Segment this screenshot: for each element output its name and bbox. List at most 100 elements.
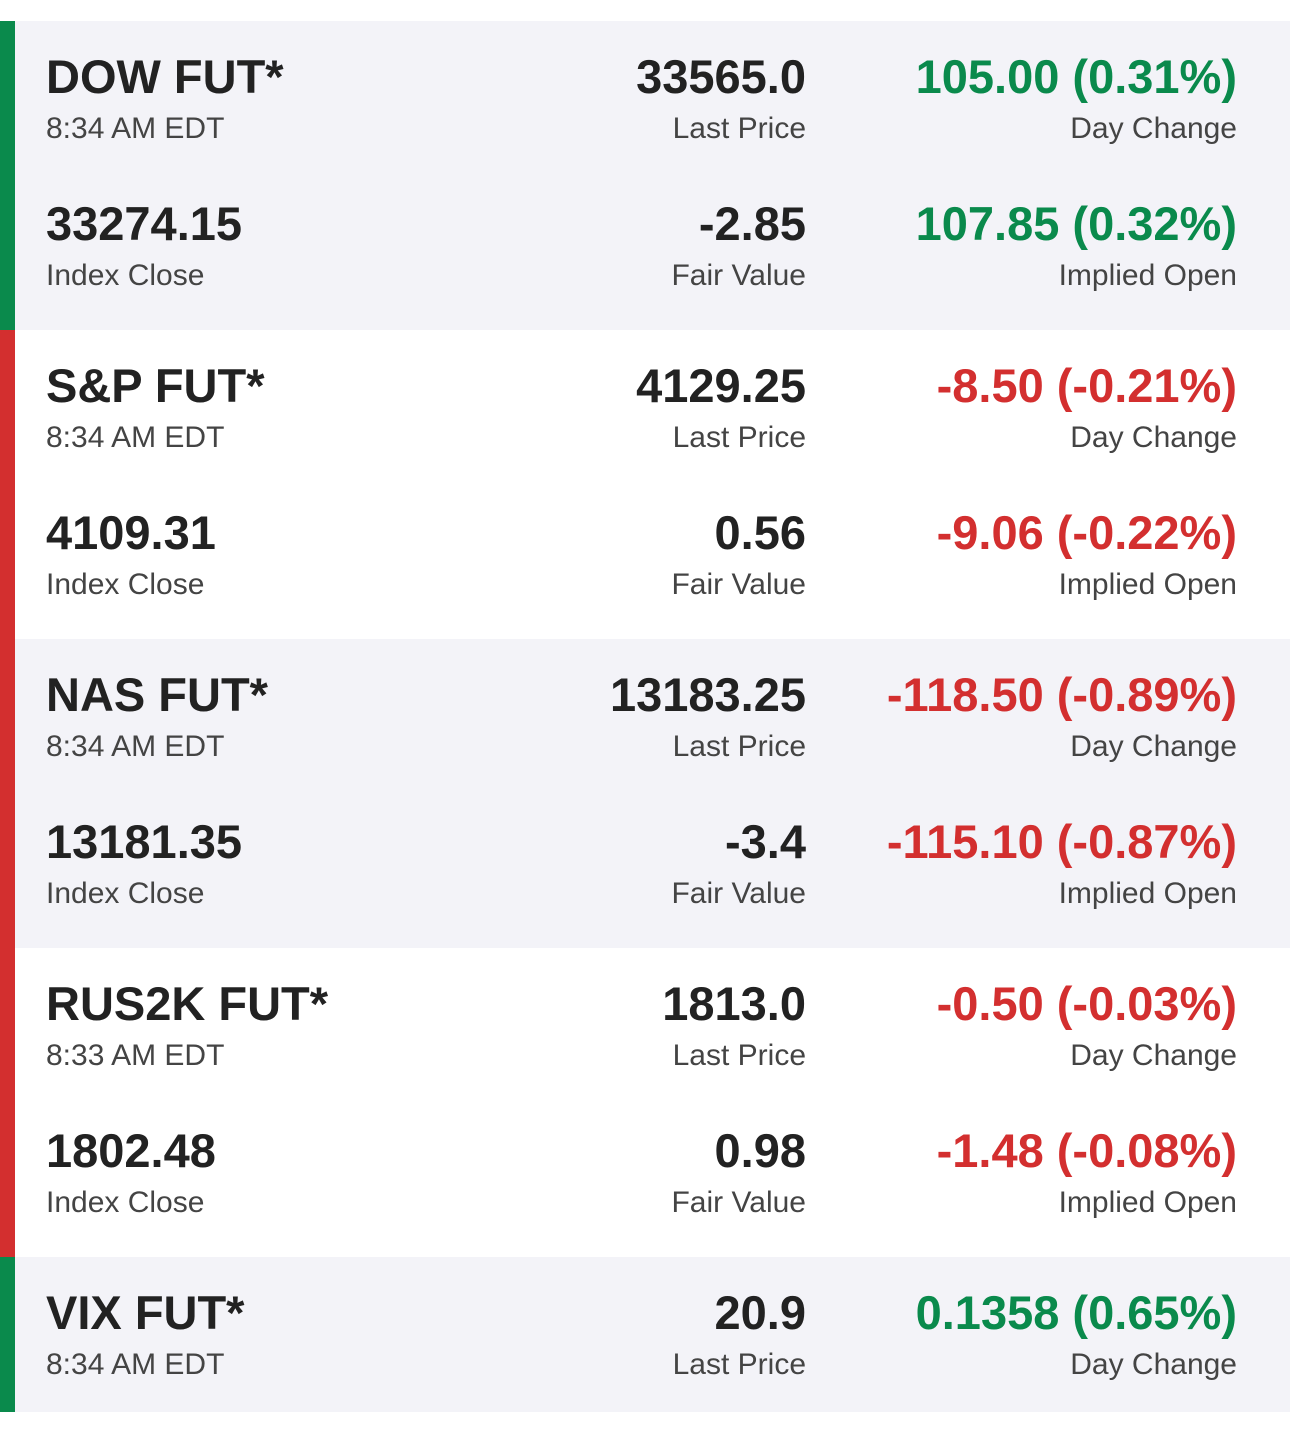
futures-card-dow[interactable]: DOW FUT* 8:34 AM EDT 33565.0 Last Price … bbox=[0, 21, 1290, 330]
quote-row: RUS2K FUT* 8:33 AM EDT 1813.0 Last Price… bbox=[0, 976, 1290, 1096]
fair-value-cell: 0.56 Fair Value bbox=[671, 505, 806, 603]
last-price-label: Last Price bbox=[672, 730, 806, 763]
fair-value-value: -2.85 bbox=[698, 197, 806, 250]
implied-open-label: Implied Open bbox=[1058, 259, 1237, 292]
index-close-label: Index Close bbox=[46, 568, 205, 601]
trend-accent-bar bbox=[0, 639, 15, 948]
index-close-label: Index Close bbox=[46, 259, 205, 292]
index-row: 1802.48 Index Close 0.98 Fair Value -1.4… bbox=[0, 1123, 1290, 1243]
fair-value-label: Fair Value bbox=[671, 568, 806, 601]
fair-value-label: Fair Value bbox=[671, 259, 806, 292]
last-price-label: Last Price bbox=[672, 421, 806, 454]
quote-row: DOW FUT* 8:34 AM EDT 33565.0 Last Price … bbox=[0, 49, 1290, 169]
quote-row: NAS FUT* 8:34 AM EDT 13183.25 Last Price… bbox=[0, 667, 1290, 787]
quote-timestamp: 8:34 AM EDT bbox=[46, 112, 225, 145]
fair-value-value: 0.98 bbox=[714, 1124, 806, 1177]
day-change-value: 0.1358 (0.65%) bbox=[915, 1286, 1237, 1339]
index-row: 4109.31 Index Close 0.56 Fair Value -9.0… bbox=[0, 505, 1290, 625]
implied-open-value: -115.10 (-0.87%) bbox=[886, 815, 1237, 868]
last-price-cell: 4129.25 Last Price bbox=[636, 358, 806, 456]
day-change-cell: -8.50 (-0.21%) Day Change bbox=[937, 358, 1237, 456]
implied-open-label: Implied Open bbox=[1058, 877, 1237, 910]
futures-header: S&P FUT* 8:34 AM EDT bbox=[46, 358, 265, 456]
fair-value-cell: 0.98 Fair Value bbox=[671, 1123, 806, 1221]
index-close-cell: 1802.48 Index Close bbox=[46, 1123, 216, 1221]
futures-header: RUS2K FUT* 8:33 AM EDT bbox=[46, 976, 328, 1074]
day-change-cell: 105.00 (0.31%) Day Change bbox=[916, 49, 1237, 147]
index-close-value: 1802.48 bbox=[46, 1124, 216, 1177]
index-close-label: Index Close bbox=[46, 877, 205, 910]
futures-list: DOW FUT* 8:34 AM EDT 33565.0 Last Price … bbox=[0, 21, 1290, 1412]
day-change-label: Day Change bbox=[1070, 730, 1237, 763]
day-change-cell: 0.1358 (0.65%) Day Change bbox=[916, 1285, 1237, 1383]
quote-timestamp: 8:33 AM EDT bbox=[46, 1039, 225, 1072]
fair-value-cell: -3.4 Fair Value bbox=[671, 814, 806, 912]
last-price-value: 20.9 bbox=[714, 1286, 806, 1339]
futures-card-nas[interactable]: NAS FUT* 8:34 AM EDT 13183.25 Last Price… bbox=[0, 639, 1290, 948]
futures-card-vix[interactable]: VIX FUT* 8:34 AM EDT 20.9 Last Price 0.1… bbox=[0, 1257, 1290, 1412]
index-close-cell: 33274.15 Index Close bbox=[46, 196, 242, 294]
fair-value-value: -3.4 bbox=[725, 815, 806, 868]
implied-open-value: 107.85 (0.32%) bbox=[915, 197, 1237, 250]
implied-open-cell: -115.10 (-0.87%) Implied Open bbox=[887, 814, 1237, 912]
quote-row: VIX FUT* 8:34 AM EDT 20.9 Last Price 0.1… bbox=[0, 1285, 1290, 1405]
day-change-cell: -118.50 (-0.89%) Day Change bbox=[887, 667, 1237, 765]
last-price-label: Last Price bbox=[672, 1039, 806, 1072]
last-price-cell: 20.9 Last Price bbox=[673, 1285, 806, 1383]
quote-row: S&P FUT* 8:34 AM EDT 4129.25 Last Price … bbox=[0, 358, 1290, 478]
futures-header: VIX FUT* 8:34 AM EDT bbox=[46, 1285, 244, 1383]
futures-name: VIX FUT* bbox=[46, 1286, 245, 1339]
trend-accent-bar bbox=[0, 330, 15, 639]
futures-name: DOW FUT* bbox=[46, 50, 284, 103]
day-change-label: Day Change bbox=[1070, 1348, 1237, 1381]
day-change-label: Day Change bbox=[1070, 112, 1237, 145]
futures-header: DOW FUT* 8:34 AM EDT bbox=[46, 49, 284, 147]
implied-open-value: -9.06 (-0.22%) bbox=[936, 506, 1237, 559]
day-change-cell: -0.50 (-0.03%) Day Change bbox=[937, 976, 1237, 1074]
futures-name: S&P FUT* bbox=[46, 359, 265, 412]
last-price-label: Last Price bbox=[672, 1348, 806, 1381]
futures-name: NAS FUT* bbox=[46, 668, 268, 721]
index-row: 13181.35 Index Close -3.4 Fair Value -11… bbox=[0, 814, 1290, 934]
day-change-value: -8.50 (-0.21%) bbox=[936, 359, 1237, 412]
futures-header: NAS FUT* 8:34 AM EDT bbox=[46, 667, 268, 765]
quote-timestamp: 8:34 AM EDT bbox=[46, 730, 225, 763]
fair-value-label: Fair Value bbox=[671, 1186, 806, 1219]
trend-accent-bar bbox=[0, 21, 15, 330]
quote-timestamp: 8:34 AM EDT bbox=[46, 1348, 225, 1381]
implied-open-cell: 107.85 (0.32%) Implied Open bbox=[916, 196, 1237, 294]
last-price-value: 13183.25 bbox=[609, 668, 806, 721]
index-close-value: 4109.31 bbox=[46, 506, 216, 559]
last-price-cell: 13183.25 Last Price bbox=[610, 667, 806, 765]
index-close-label: Index Close bbox=[46, 1186, 205, 1219]
implied-open-label: Implied Open bbox=[1058, 568, 1237, 601]
last-price-value: 33565.0 bbox=[636, 50, 806, 103]
last-price-cell: 1813.0 Last Price bbox=[662, 976, 806, 1074]
last-price-value: 4129.25 bbox=[636, 359, 806, 412]
fair-value-label: Fair Value bbox=[671, 877, 806, 910]
index-close-value: 33274.15 bbox=[46, 197, 243, 250]
index-close-cell: 13181.35 Index Close bbox=[46, 814, 242, 912]
day-change-label: Day Change bbox=[1070, 421, 1237, 454]
day-change-value: -118.50 (-0.89%) bbox=[886, 668, 1237, 721]
day-change-label: Day Change bbox=[1070, 1039, 1237, 1072]
futures-card-sp[interactable]: S&P FUT* 8:34 AM EDT 4129.25 Last Price … bbox=[0, 330, 1290, 639]
last-price-cell: 33565.0 Last Price bbox=[636, 49, 806, 147]
implied-open-label: Implied Open bbox=[1058, 1186, 1237, 1219]
day-change-value: -0.50 (-0.03%) bbox=[936, 977, 1237, 1030]
trend-accent-bar bbox=[0, 1257, 15, 1412]
implied-open-cell: -1.48 (-0.08%) Implied Open bbox=[937, 1123, 1237, 1221]
index-close-cell: 4109.31 Index Close bbox=[46, 505, 216, 603]
implied-open-cell: -9.06 (-0.22%) Implied Open bbox=[937, 505, 1237, 603]
trend-accent-bar bbox=[0, 948, 15, 1257]
index-close-value: 13181.35 bbox=[46, 815, 243, 868]
futures-name: RUS2K FUT* bbox=[46, 977, 329, 1030]
implied-open-value: -1.48 (-0.08%) bbox=[936, 1124, 1237, 1177]
futures-card-rus2k[interactable]: RUS2K FUT* 8:33 AM EDT 1813.0 Last Price… bbox=[0, 948, 1290, 1257]
day-change-value: 105.00 (0.31%) bbox=[915, 50, 1237, 103]
last-price-label: Last Price bbox=[672, 112, 806, 145]
fair-value-cell: -2.85 Fair Value bbox=[671, 196, 806, 294]
fair-value-value: 0.56 bbox=[714, 506, 806, 559]
quote-timestamp: 8:34 AM EDT bbox=[46, 421, 225, 454]
index-row: 33274.15 Index Close -2.85 Fair Value 10… bbox=[0, 196, 1290, 316]
